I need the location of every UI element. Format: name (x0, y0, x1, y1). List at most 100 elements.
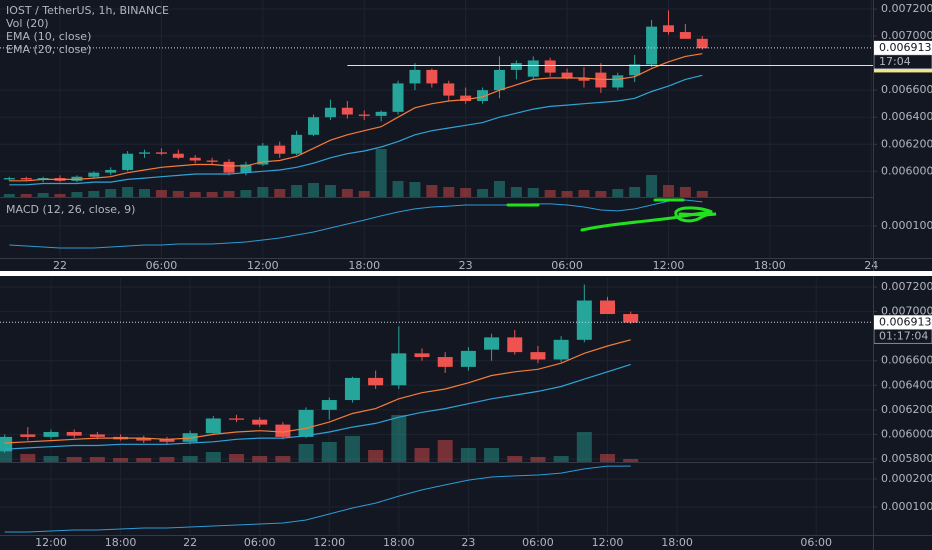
candle-body (206, 160, 218, 162)
ema-line (9, 74, 703, 186)
candle-body (341, 107, 353, 115)
volume-bar (155, 190, 167, 197)
candle-body (321, 400, 337, 410)
volume-bar (484, 448, 500, 462)
x-tick-label: 06:00 (522, 536, 554, 549)
last-price-bg (874, 40, 932, 55)
last-price-bg (874, 315, 932, 330)
candle-body (205, 418, 221, 434)
volume-bar (89, 457, 105, 462)
y-tick-label: 0.006200 (881, 403, 932, 416)
macd-line (9, 199, 703, 249)
x-tick-label: 22 (53, 259, 67, 272)
candle-body (460, 95, 472, 102)
volume-bar (409, 182, 421, 197)
candle-body (662, 25, 674, 33)
candle-body (484, 337, 500, 350)
volume-bar (274, 189, 286, 197)
candle-body (507, 337, 523, 353)
x-tick-label: 18:00 (383, 536, 415, 549)
volume-bar (0, 452, 13, 462)
y-tick-label: 0.006200 (881, 137, 932, 150)
candle-body (155, 152, 167, 154)
volume-bar (527, 188, 539, 197)
volume-bar (391, 415, 407, 462)
volume-bar (368, 450, 384, 462)
candle-body (561, 72, 573, 79)
ema-line (4, 363, 631, 450)
volume-bar (122, 187, 134, 197)
x-tick-label: 12:00 (313, 536, 345, 549)
volume-bar (205, 452, 221, 462)
candle-body (629, 64, 641, 76)
y-tick-label: 0.006600 (881, 354, 932, 367)
candle-body (37, 178, 49, 180)
legend-entry: EMA (20, close) (6, 43, 91, 56)
ema-line (9, 53, 703, 182)
y-tick-label: 0.007000 (881, 305, 932, 318)
candle-body (544, 60, 556, 73)
volume-bar (159, 457, 175, 462)
candle-body (437, 357, 453, 367)
candle-body (324, 107, 336, 118)
volume-bar (324, 185, 336, 197)
candle-body (3, 178, 15, 180)
volume-bar (37, 193, 49, 197)
candle-body (600, 300, 616, 315)
volume-bar (66, 457, 82, 462)
volume-bar (252, 456, 268, 462)
volume-bar (646, 175, 658, 197)
volume-bar (437, 440, 453, 462)
volume-bar (182, 456, 198, 462)
y-tick-label: 0.007200 (881, 2, 932, 15)
volume-bar (291, 185, 303, 197)
volume-bar (612, 189, 624, 197)
candle-body (595, 72, 607, 88)
x-tick-label: 06:00 (244, 536, 276, 549)
x-tick-label: 12:00 (592, 536, 624, 549)
volume-bar (375, 149, 387, 197)
volume-bar (139, 189, 151, 197)
volume-bar (561, 191, 573, 197)
countdown-label: 01:17:04 (879, 329, 928, 342)
macd-line (4, 465, 631, 533)
candle-body (189, 157, 201, 161)
volume-bar (530, 457, 546, 462)
volume-bar (358, 191, 370, 197)
hand-drawing (506, 198, 717, 232)
volume-bar (510, 187, 522, 197)
indicator-label: MACD (12, 26, close, 9) (6, 203, 135, 216)
x-tick-label: 12:00 (247, 259, 279, 272)
candle-body (223, 161, 235, 173)
volume-bar (344, 436, 360, 462)
volume-bar (321, 442, 337, 462)
volume-bar (426, 185, 438, 197)
candle-body (375, 111, 387, 116)
candle-body (679, 32, 691, 39)
y-tick-label: 0.000100 (881, 219, 932, 232)
y-tick-label: 0.006400 (881, 378, 932, 391)
candle-body (89, 434, 105, 437)
volume-bar (600, 454, 616, 462)
x-tick-label: 22 (183, 536, 197, 549)
volume-bar (493, 181, 505, 197)
volume-bar (189, 192, 201, 197)
volume-bar (595, 191, 607, 197)
candle-body (139, 152, 151, 154)
candle-body (530, 352, 546, 360)
x-tick-label: 12:00 (35, 536, 67, 549)
volume-bar (206, 192, 218, 197)
volume-bar (113, 458, 129, 462)
ema-line (4, 339, 631, 444)
volume-bar (20, 454, 36, 462)
volume-bar (623, 459, 639, 462)
candle-body (66, 431, 82, 436)
volume-bar (341, 189, 353, 197)
y-tick-label: 0.006000 (881, 164, 932, 177)
volume-bar (460, 448, 476, 462)
x-tick-label: 06:00 (551, 259, 583, 272)
candle-body (553, 339, 569, 360)
candle-body (623, 314, 639, 323)
volume-bar (71, 192, 83, 197)
